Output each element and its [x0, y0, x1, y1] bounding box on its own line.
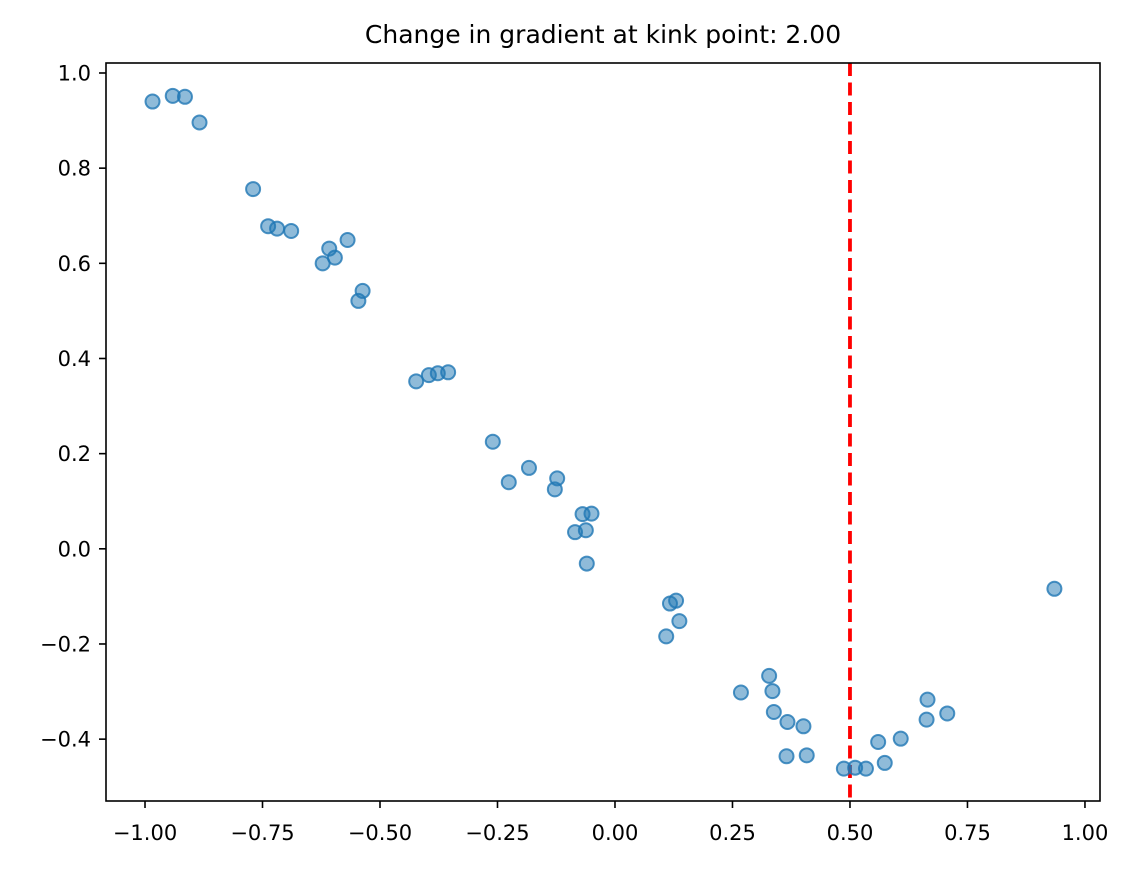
data-point: [354, 282, 371, 299]
x-tick-label: −0.75: [230, 821, 294, 845]
y-tick-label: 0.2: [58, 442, 91, 466]
data-point: [408, 373, 425, 390]
data-point: [339, 232, 356, 249]
data-point: [795, 718, 812, 735]
y-tick-label: −0.2: [40, 632, 91, 656]
data-point: [761, 667, 778, 684]
data-point: [283, 222, 300, 239]
x-tick-label: −0.50: [348, 821, 412, 845]
data-point: [484, 433, 501, 450]
plot-border: [105, 62, 1101, 802]
x-tick-label: 0.50: [827, 821, 874, 845]
data-point: [577, 522, 594, 539]
y-tick-label: 0.8: [58, 157, 91, 181]
data-point: [892, 730, 909, 747]
y-tick-label: 1.0: [58, 61, 91, 85]
data-point: [658, 628, 675, 645]
data-point: [245, 181, 262, 198]
x-tick-label: 0.00: [592, 821, 639, 845]
chart-title: Change in gradient at kink point: 2.00: [364, 20, 842, 49]
data-point: [668, 592, 685, 609]
data-point: [520, 459, 537, 476]
data-point: [583, 505, 600, 522]
data-point: [191, 114, 208, 131]
data-point: [778, 748, 795, 765]
data-point: [269, 220, 286, 237]
data-point: [798, 747, 815, 764]
data-point: [779, 714, 796, 731]
x-tick-label: −0.25: [465, 821, 529, 845]
y-tick-label: 0.0: [58, 537, 91, 561]
data-point: [918, 711, 935, 728]
data-point: [765, 704, 782, 721]
y-tick-label: 0.6: [58, 252, 91, 276]
y-axis: 1.0 0.8 0.6 0.4 0.2 0.0 −0.2 −0.4: [40, 61, 106, 752]
x-tick-label: −1.00: [113, 821, 177, 845]
x-axis: −1.00 −0.75 −0.50 −0.25 0.00 0.25 0.50 0.75 1.00: [113, 801, 1109, 845]
data-point: [440, 364, 457, 381]
data-point: [500, 474, 517, 491]
scatter-points: [144, 87, 1063, 777]
data-point: [671, 613, 688, 630]
data-point: [732, 684, 749, 701]
y-tick-label: −0.4: [40, 728, 91, 752]
x-tick-label: 1.00: [1062, 821, 1109, 845]
data-point: [876, 754, 893, 771]
data-point: [326, 249, 343, 266]
data-point: [144, 93, 161, 110]
data-point: [176, 88, 193, 105]
data-point: [919, 691, 936, 708]
data-point: [578, 555, 595, 572]
data-point: [1046, 580, 1063, 597]
data-point: [549, 470, 566, 487]
data-point: [870, 733, 887, 750]
x-tick-label: 0.75: [944, 821, 991, 845]
y-tick-label: 0.4: [58, 347, 91, 371]
data-point: [939, 705, 956, 722]
x-tick-label: 0.25: [709, 821, 756, 845]
data-point: [764, 683, 781, 700]
data-point: [857, 760, 874, 777]
